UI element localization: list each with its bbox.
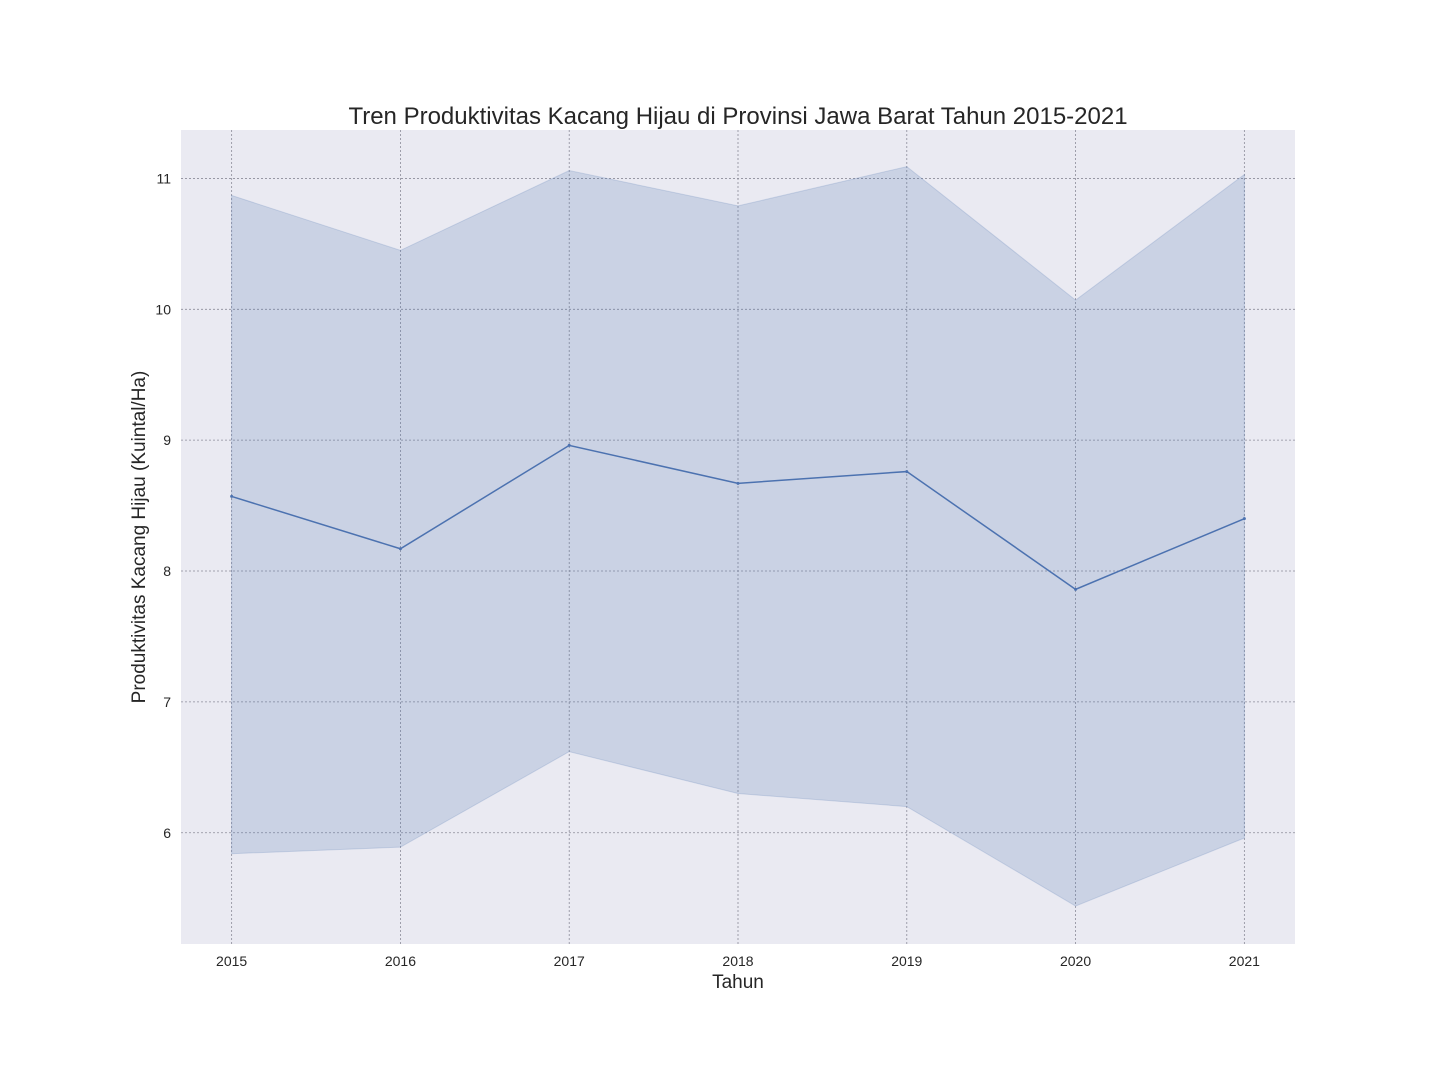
y-axis-label: Produktivitas Kacang Hijau (Kuintal/Ha): [129, 371, 150, 704]
data-point: [230, 494, 234, 498]
data-point: [905, 470, 909, 474]
x-tick-label: 2017: [554, 953, 585, 969]
y-tick-label: 8: [163, 563, 171, 579]
x-tick-label: 2018: [722, 953, 753, 969]
data-point: [567, 443, 571, 447]
grid-lines: [181, 130, 1295, 944]
x-tick-label: 2021: [1229, 953, 1260, 969]
data-point: [736, 481, 740, 485]
data-point: [1074, 587, 1078, 591]
data-point: [398, 547, 402, 551]
x-axis-label: Tahun: [712, 972, 764, 993]
x-tick-label: 2020: [1060, 953, 1091, 969]
x-tick-label: 2019: [891, 953, 922, 969]
y-tick-label: 9: [163, 432, 171, 448]
data-point: [1242, 517, 1246, 521]
y-tick-label: 10: [155, 301, 171, 317]
y-tick-label: 7: [163, 694, 171, 710]
x-tick-label: 2015: [216, 953, 247, 969]
y-tick-label: 6: [163, 825, 171, 841]
y-tick-label: 11: [156, 170, 171, 186]
x-tick-label: 2016: [385, 953, 416, 969]
axis-ticks: 2015 2016 2017 2018 2019 2020 2021 6 7 8 9 10 11: [155, 170, 1260, 969]
confidence-band: [231, 166, 1245, 907]
plot-area: [181, 130, 1295, 944]
chart-title: Tren Produktivitas Kacang Hijau di Provi…: [348, 103, 1127, 130]
